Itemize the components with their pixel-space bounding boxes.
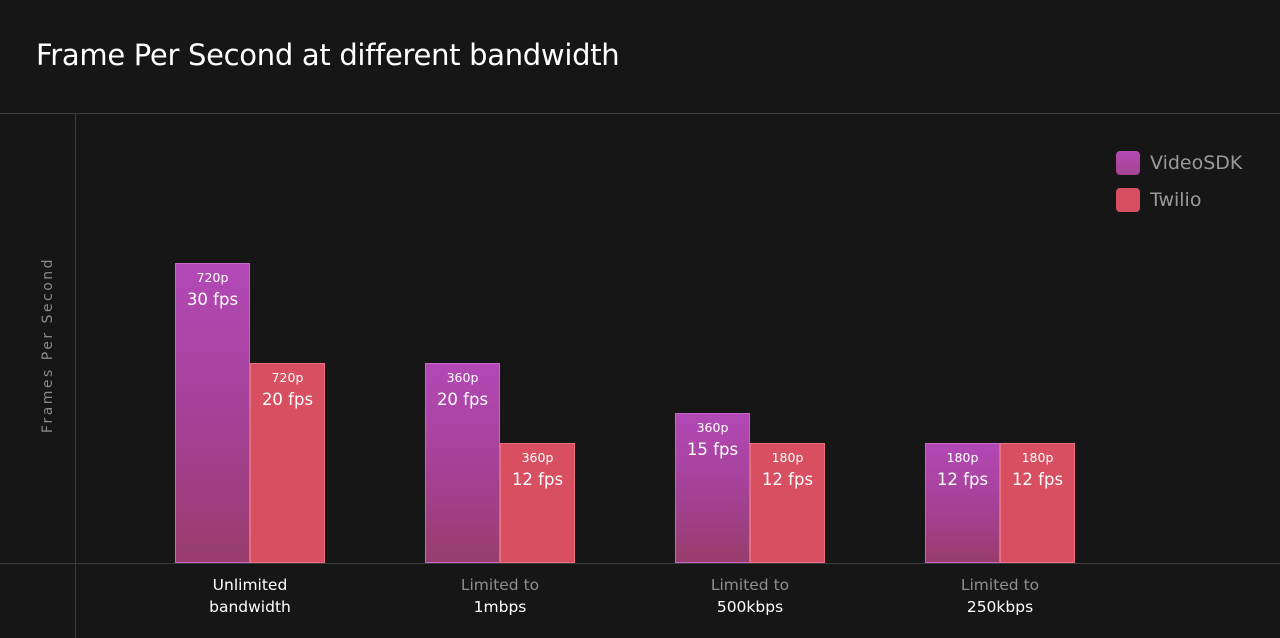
bar-resolution-label: 720p (271, 370, 304, 385)
x-tick-label-1: Limited to 1mbps (410, 574, 590, 618)
x-axis-line (0, 563, 1280, 564)
x-tick-label-line2: 500kbps (716, 598, 784, 616)
bar-resolution-label: 720p (196, 270, 229, 285)
bar-resolution-label: 180p (1021, 450, 1054, 465)
bar-videosdk-1: 360p 20 fps (425, 363, 500, 563)
bar-fps-label: 20 fps (436, 390, 489, 409)
x-tick-label-line2: bandwidth (209, 598, 291, 616)
bar-fps-label: 12 fps (761, 470, 814, 489)
bar-fps-label: 20 fps (261, 390, 314, 409)
bar-fps-label: 12 fps (511, 470, 564, 489)
bar-resolution-label: 180p (946, 450, 979, 465)
bar-twilio-3: 180p 12 fps (1000, 443, 1075, 563)
x-tick-label-line1: Limited to (710, 576, 790, 594)
x-tick-label-line2: 250kbps (966, 598, 1034, 616)
legend-label-videosdk: VideoSDK (1150, 152, 1243, 174)
x-tick-label-0: Unlimited bandwidth (160, 574, 340, 618)
legend-swatch-videosdk (1116, 151, 1140, 175)
top-divider (0, 113, 1280, 114)
x-tick-label-2: Limited to 500kbps (660, 574, 840, 618)
x-tick-label-line1: Limited to (460, 576, 540, 594)
x-tick-label-line1: Unlimited (212, 576, 288, 594)
legend-label-twilio: Twilio (1150, 189, 1202, 211)
x-tick-label-line1: Limited to (960, 576, 1040, 594)
x-tick-label-3: Limited to 250kbps (910, 574, 1090, 618)
bar-fps-label: 12 fps (936, 470, 989, 489)
bar-twilio-2: 180p 12 fps (750, 443, 825, 563)
bar-fps-label: 30 fps (186, 290, 239, 309)
legend-item-videosdk: VideoSDK (1116, 150, 1242, 176)
x-tick-label-line2: 1mbps (473, 598, 527, 616)
bar-twilio-1: 360p 12 fps (500, 443, 575, 563)
y-axis-label: Frames Per Second (40, 256, 56, 434)
bar-twilio-0: 720p 20 fps (250, 363, 325, 563)
bar-videosdk-2: 360p 15 fps (675, 413, 750, 563)
bar-videosdk-0: 720p 30 fps (175, 263, 250, 563)
bar-videosdk-3: 180p 12 fps (925, 443, 1000, 563)
legend-item-twilio: Twilio (1116, 187, 1242, 213)
bar-resolution-label: 360p (446, 370, 479, 385)
bar-fps-label: 12 fps (1011, 470, 1064, 489)
bar-resolution-label: 360p (521, 450, 554, 465)
y-axis-line (75, 113, 76, 638)
bar-fps-label: 15 fps (686, 440, 739, 459)
bar-resolution-label: 180p (771, 450, 804, 465)
legend-swatch-twilio (1116, 188, 1140, 212)
legend: VideoSDK Twilio (1116, 150, 1242, 224)
bar-resolution-label: 360p (696, 420, 729, 435)
chart-title: Frame Per Second at different bandwidth (36, 38, 620, 72)
